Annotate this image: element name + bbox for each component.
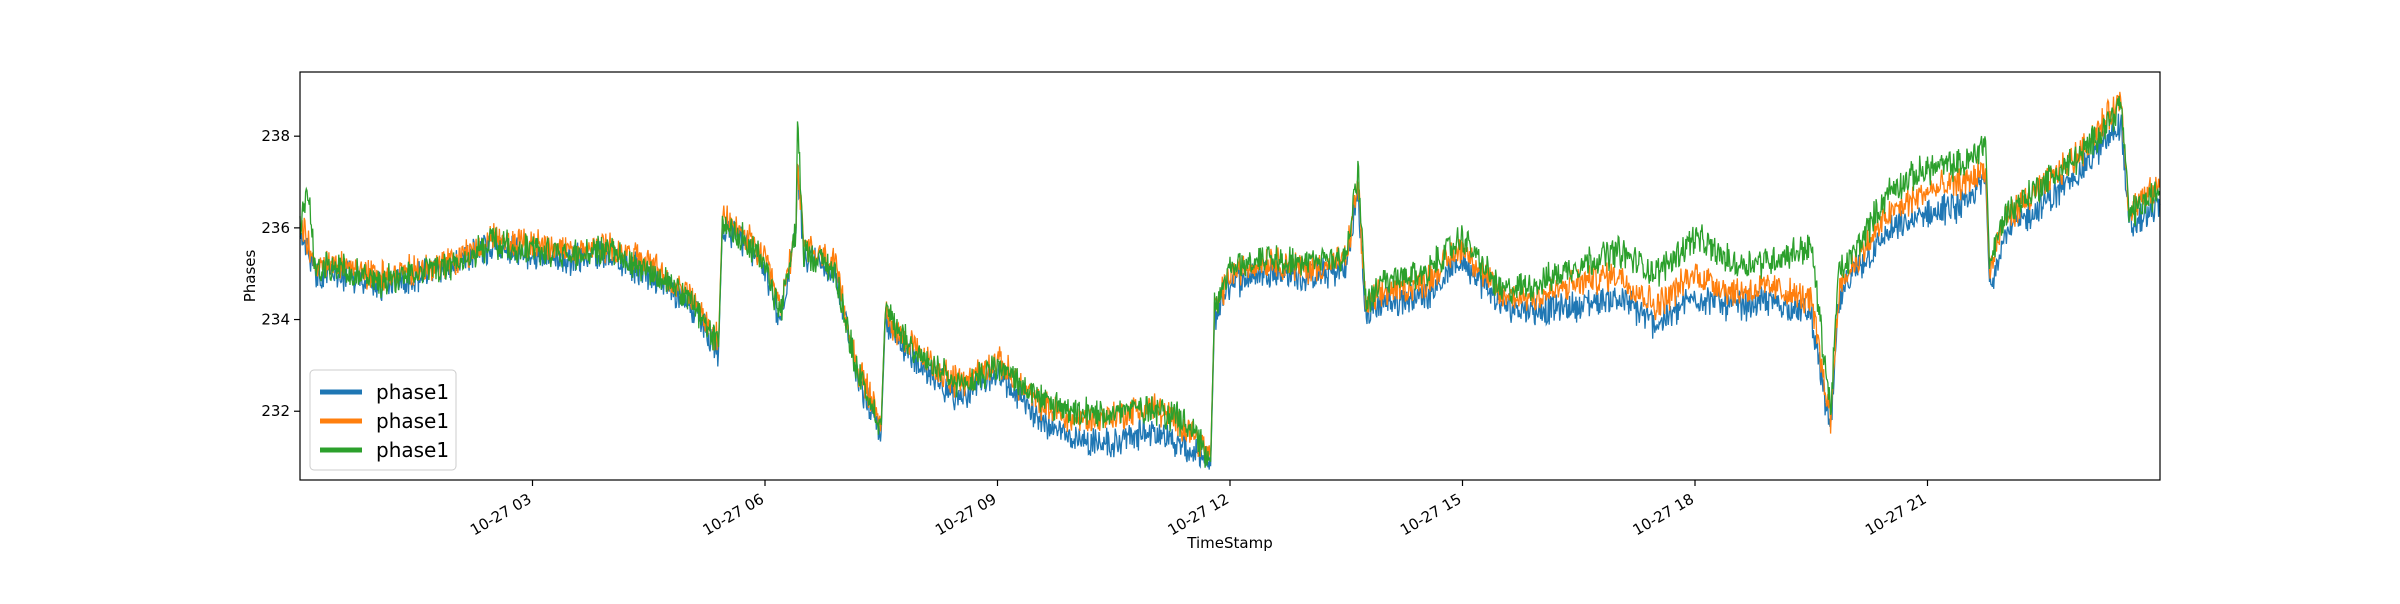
y-tick-label: 236	[261, 219, 290, 237]
y-tick-label: 232	[261, 402, 290, 420]
y-tick-label: 234	[261, 311, 290, 329]
series-line-2	[299, 91, 2161, 459]
x-axis-label: TimeStamp	[1186, 534, 1272, 552]
y-tick-label: 238	[261, 127, 290, 145]
legend-label: phase1	[376, 380, 449, 404]
legend: phase1 phase1 phase1	[309, 369, 457, 471]
series-group	[299, 91, 2161, 470]
series-line-3	[299, 95, 2161, 468]
series-line-1	[299, 113, 2161, 470]
y-axis: 232 234 236 238	[261, 127, 300, 420]
y-axis-label: Phases	[241, 250, 259, 303]
legend-box	[309, 369, 457, 471]
legend-label: phase1	[376, 438, 449, 462]
legend-label: phase1	[376, 409, 449, 433]
